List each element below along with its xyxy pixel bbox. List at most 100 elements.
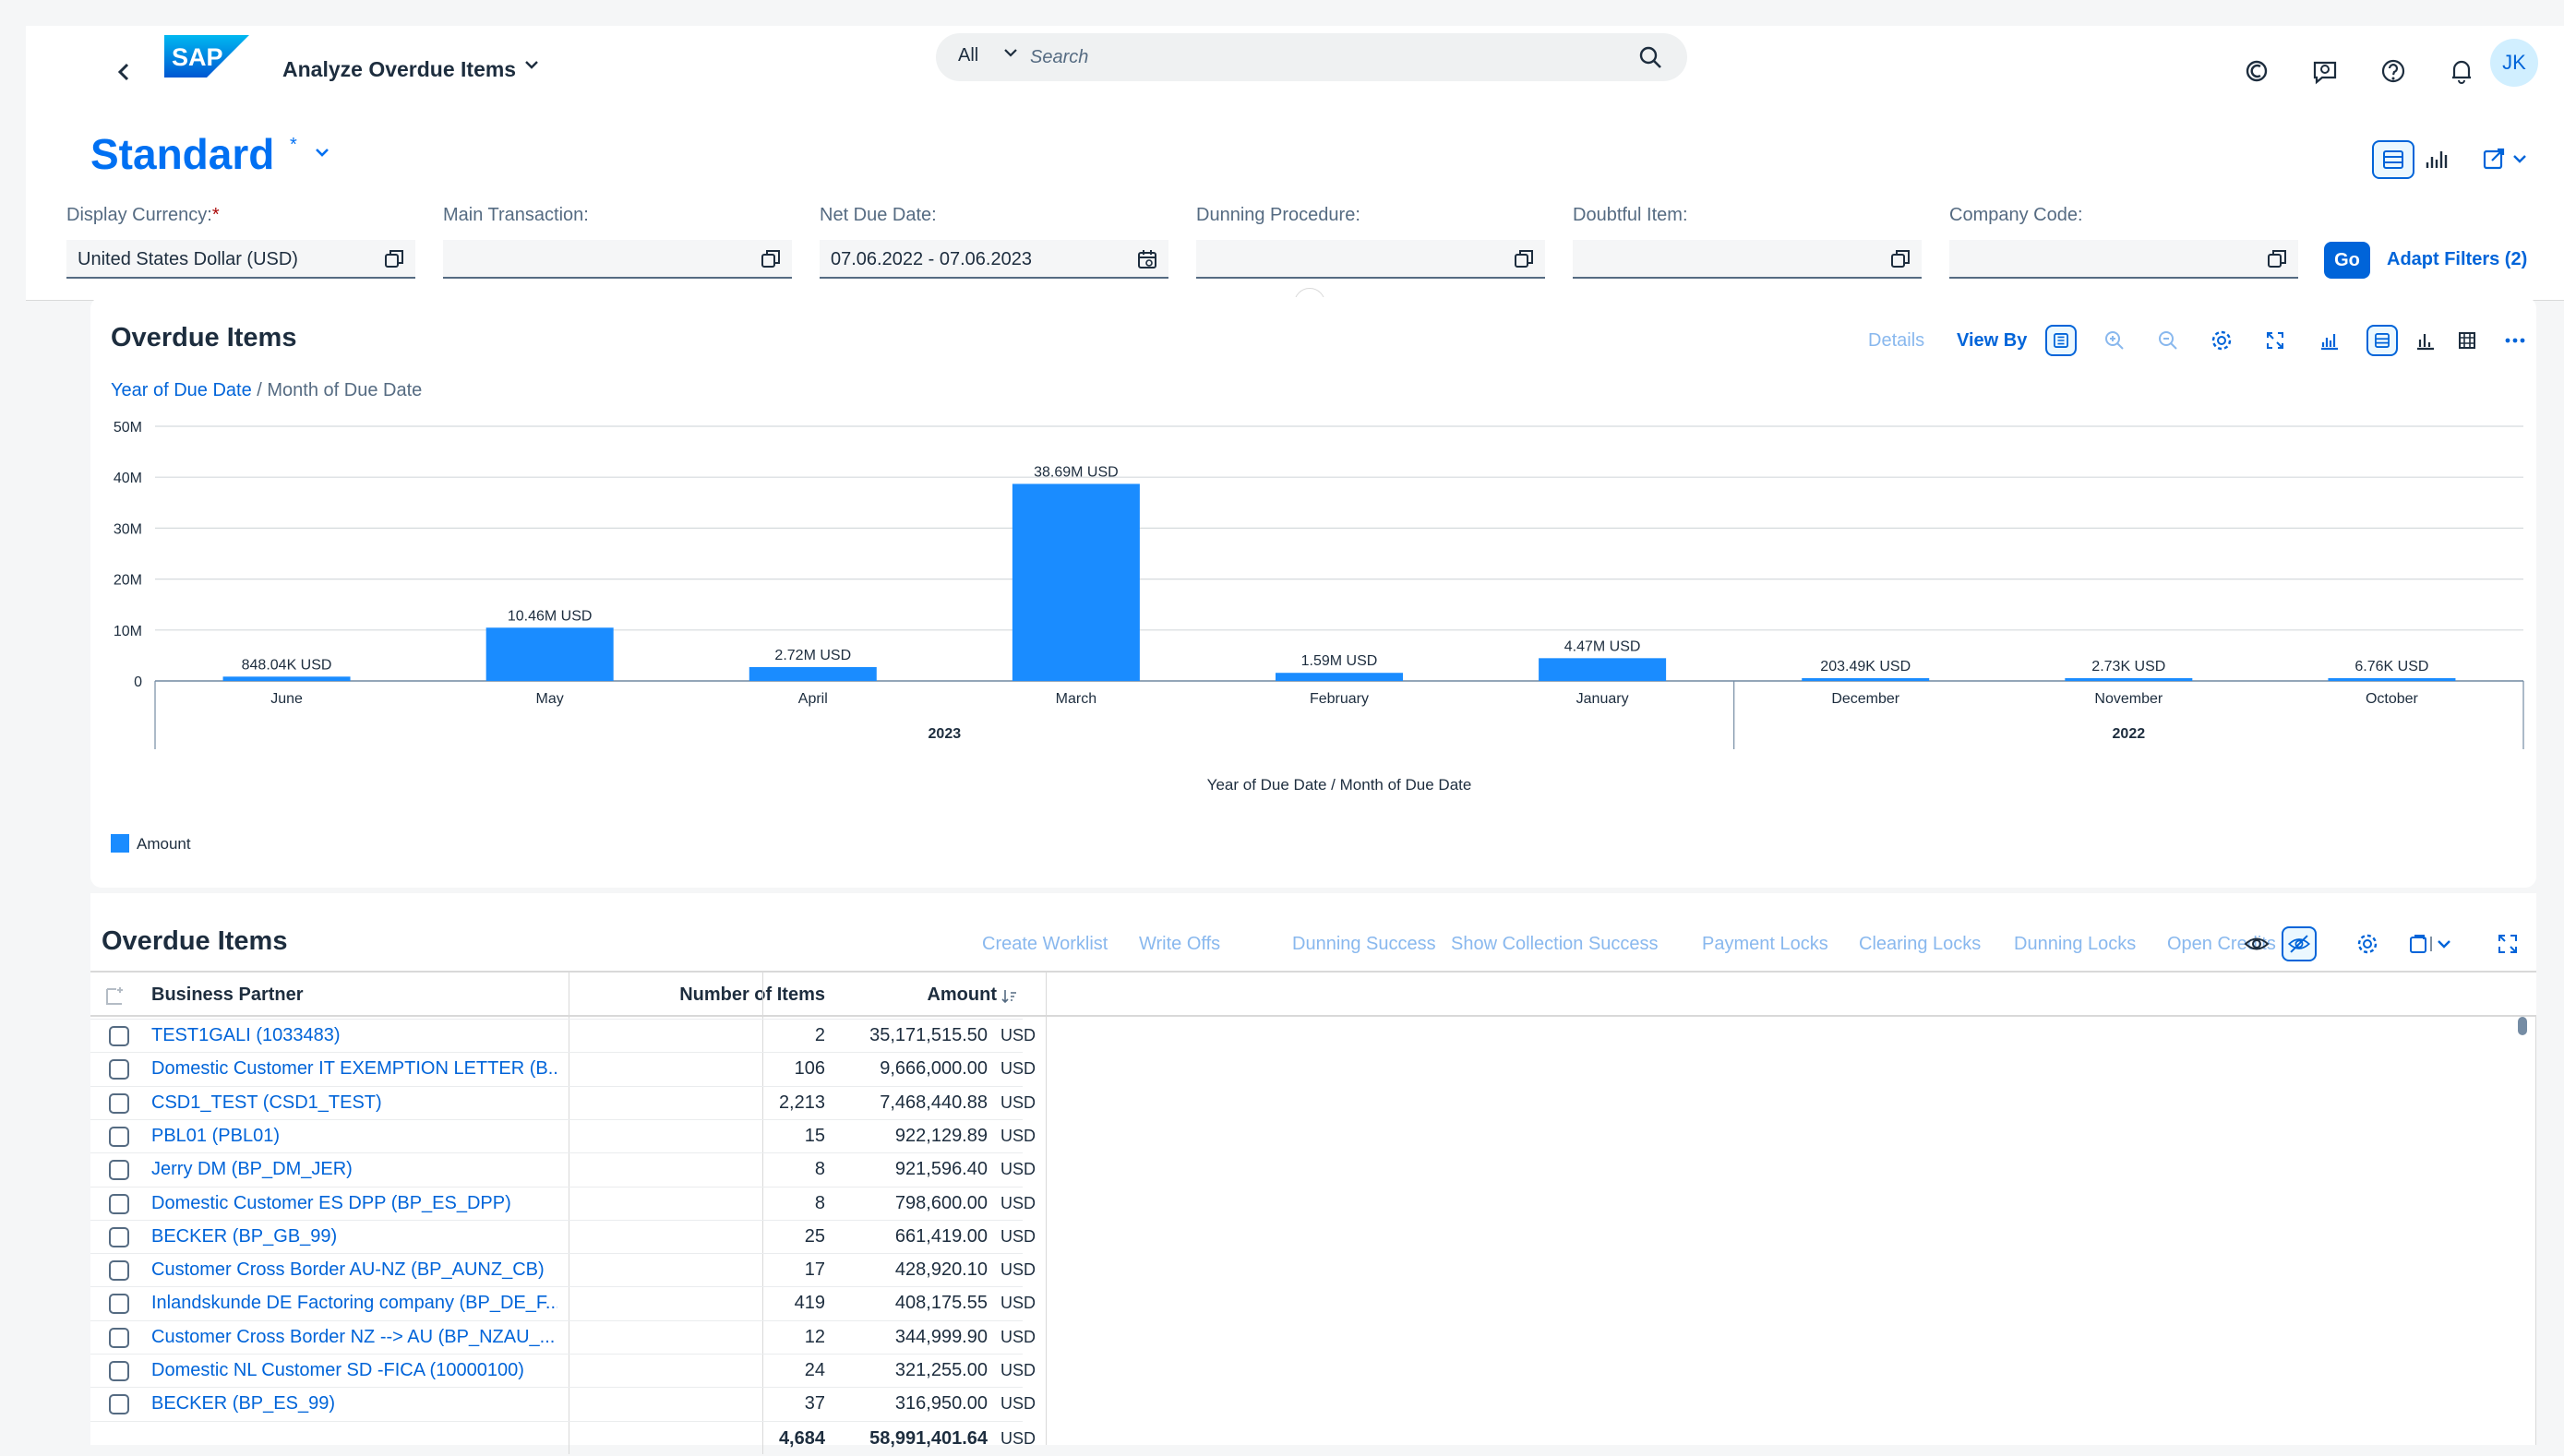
legend-toggle-icon[interactable] (2045, 325, 2077, 356)
filter-input[interactable] (1573, 240, 1922, 279)
business-partner-link[interactable]: BECKER (BP_ES_99) (151, 1393, 335, 1414)
row-checkbox[interactable] (109, 1327, 129, 1348)
help-icon[interactable] (2378, 55, 2409, 87)
business-partner-link[interactable]: BECKER (BP_GB_99) (151, 1225, 338, 1247)
business-partner-link[interactable]: Domestic Customer IT EXEMPTION LETTER (B… (151, 1058, 557, 1080)
row-checkbox[interactable] (109, 1226, 129, 1247)
filter-input[interactable] (443, 240, 792, 279)
back-button[interactable] (105, 54, 142, 90)
vertical-scrollbar[interactable] (2518, 1017, 2527, 1035)
value-help-icon[interactable] (759, 247, 783, 271)
go-button[interactable]: Go (2324, 242, 2370, 279)
filter-input[interactable]: 07.06.2022 - 07.06.2023 (820, 240, 1168, 279)
chevron-down-icon[interactable] (1002, 44, 1019, 66)
search-icon[interactable] (1637, 44, 1663, 70)
row-checkbox[interactable] (109, 1394, 129, 1415)
filter-input[interactable] (1949, 240, 2298, 279)
more-overflow-icon[interactable] (2499, 325, 2531, 356)
table-action-create-worklist[interactable]: Create Worklist (982, 934, 1108, 954)
chart-type-icon[interactable] (2313, 325, 2344, 356)
filter-input[interactable] (1196, 240, 1545, 279)
table-action-dunning-locks[interactable]: Dunning Locks (2014, 934, 2137, 954)
variant-menu-icon[interactable] (312, 142, 332, 169)
row-checkbox[interactable] (109, 1160, 129, 1181)
sort-descending-icon[interactable] (1000, 987, 1019, 1006)
business-partner-link[interactable]: Inlandskunde DE Factoring company (BP_DE… (151, 1293, 557, 1314)
avatar[interactable]: JK (2490, 39, 2538, 87)
calendar-icon[interactable] (1135, 247, 1159, 271)
zoom-out-icon[interactable] (2152, 325, 2184, 356)
column-header-number-of-items[interactable]: Number of Items (679, 985, 825, 1005)
row-checkbox[interactable] (109, 1193, 129, 1214)
table-row[interactable]: TEST1GALI (1033483) 2 35,171,515.50 USD (90, 1019, 1036, 1052)
table-action-clearing-locks[interactable]: Clearing Locks (1859, 934, 1982, 954)
adapt-filters-button[interactable]: Adapt Filters (2) (2387, 249, 2528, 269)
variant-title[interactable]: Standard (90, 130, 275, 178)
row-checkbox[interactable] (109, 1361, 129, 1381)
row-checkbox[interactable] (109, 1026, 129, 1046)
business-partner-link[interactable]: TEST1GALI (1033483) (151, 1025, 341, 1045)
table-action-write-offs[interactable]: Write Offs (1139, 934, 1221, 954)
table-row[interactable]: BECKER (BP_GB_99) 25 661,419.00 USD (90, 1220, 1036, 1253)
column-header-business-partner[interactable]: Business Partner (151, 985, 304, 1005)
business-partner-link[interactable]: Customer Cross Border NZ --> AU (BP_NZAU… (151, 1326, 556, 1347)
table-action-show-collection-success[interactable]: Show Collection Success (1451, 934, 1659, 954)
table-action-payment-locks[interactable]: Payment Locks (1702, 934, 1828, 954)
business-partner-link[interactable]: Domestic NL Customer SD -FICA (10000100) (151, 1360, 524, 1380)
table-row[interactable]: PBL01 (PBL01) 15 922,129.89 USD (90, 1119, 1036, 1152)
chart-legend[interactable]: Amount (111, 834, 191, 853)
search-input[interactable] (1028, 41, 1600, 74)
value-help-icon[interactable] (1512, 247, 1536, 271)
table-row[interactable]: Domestic Customer ES DPP (BP_ES_DPP) 8 798… (90, 1187, 1036, 1220)
table-action-dunning-success[interactable]: Dunning Success (1292, 934, 1436, 954)
select-all-icon[interactable] (103, 984, 127, 1008)
table-row[interactable]: Jerry DM (BP_DM_JER) 8 921,596.40 USD (90, 1152, 1036, 1186)
value-help-icon[interactable] (2265, 247, 2289, 271)
row-checkbox[interactable] (109, 1092, 129, 1114)
business-partner-link[interactable]: Jerry DM (BP_DM_JER) (151, 1159, 353, 1180)
compact-view-button[interactable] (2372, 140, 2414, 179)
table-row[interactable]: Customer Cross Border NZ --> AU (BP_NZAU… (90, 1320, 1036, 1354)
table-action-open-credits[interactable]: Open Credits (2167, 934, 2276, 954)
table-fullscreen-icon[interactable] (2490, 926, 2525, 961)
business-partner-link[interactable]: CSD1_TEST (CSD1_TEST) (151, 1092, 382, 1113)
export-icon[interactable] (2403, 926, 2461, 961)
chart-and-table-view-icon[interactable] (2366, 325, 2398, 356)
business-partner-link[interactable]: Customer Cross Border AU-NZ (BP_AUNZ_CB) (151, 1259, 545, 1281)
notification-bell-feedback-icon[interactable] (2309, 55, 2341, 87)
fullscreen-icon[interactable] (2259, 325, 2291, 356)
view-by-button[interactable]: View By (1957, 330, 2028, 351)
row-checkbox[interactable] (109, 1126, 129, 1147)
details-button[interactable]: Details (1868, 330, 1925, 351)
row-checkbox[interactable] (109, 1260, 129, 1282)
value-help-icon[interactable] (382, 247, 406, 271)
table-only-view-icon[interactable] (2451, 325, 2483, 356)
value-help-icon[interactable] (1888, 247, 1912, 271)
row-checkbox[interactable] (109, 1294, 129, 1315)
table-row[interactable]: BECKER (BP_ES_99) 37 316,950.00 USD (90, 1387, 1036, 1420)
chart-only-view-icon[interactable] (2409, 325, 2440, 356)
table-row[interactable]: Domestic Customer IT EXEMPTION LETTER (B… (90, 1052, 1036, 1085)
share-button[interactable] (2479, 144, 2534, 175)
chart-view-button[interactable] (2416, 140, 2459, 179)
app-title[interactable]: Analyze Overdue Items (282, 57, 517, 81)
table-row[interactable]: Customer Cross Border AU-NZ (BP_AUNZ_CB)… (90, 1253, 1036, 1286)
business-partner-link[interactable]: Domestic Customer ES DPP (BP_ES_DPP) (151, 1192, 511, 1213)
breadcrumb-link-year[interactable]: Year of Due Date (111, 380, 252, 400)
table-settings-gear-icon[interactable] (2350, 926, 2385, 961)
table-row[interactable]: Domestic NL Customer SD -FICA (10000100)… (90, 1354, 1036, 1387)
zoom-in-icon[interactable] (2099, 325, 2130, 356)
settings-gear-icon[interactable] (2206, 325, 2237, 356)
hide-details-icon[interactable] (2282, 926, 2317, 961)
filter-input[interactable]: United States Dollar (USD) (66, 240, 415, 279)
show-details-eye-icon[interactable] (2239, 926, 2274, 961)
bell-icon[interactable] (2446, 55, 2477, 87)
search-scope-select[interactable]: All (958, 45, 979, 66)
table-row[interactable]: Inlandskunde DE Factoring company (BP_DE… (90, 1286, 1036, 1319)
table-row[interactable]: CSD1_TEST (CSD1_TEST) 2,213 7,468,440.88 US… (90, 1086, 1036, 1119)
column-header-amount[interactable]: Amount (927, 985, 997, 1005)
app-title-menu-icon[interactable] (522, 55, 541, 79)
row-checkbox[interactable] (109, 1059, 129, 1080)
joule-icon[interactable] (2241, 55, 2272, 87)
business-partner-link[interactable]: PBL01 (PBL01) (151, 1125, 280, 1146)
